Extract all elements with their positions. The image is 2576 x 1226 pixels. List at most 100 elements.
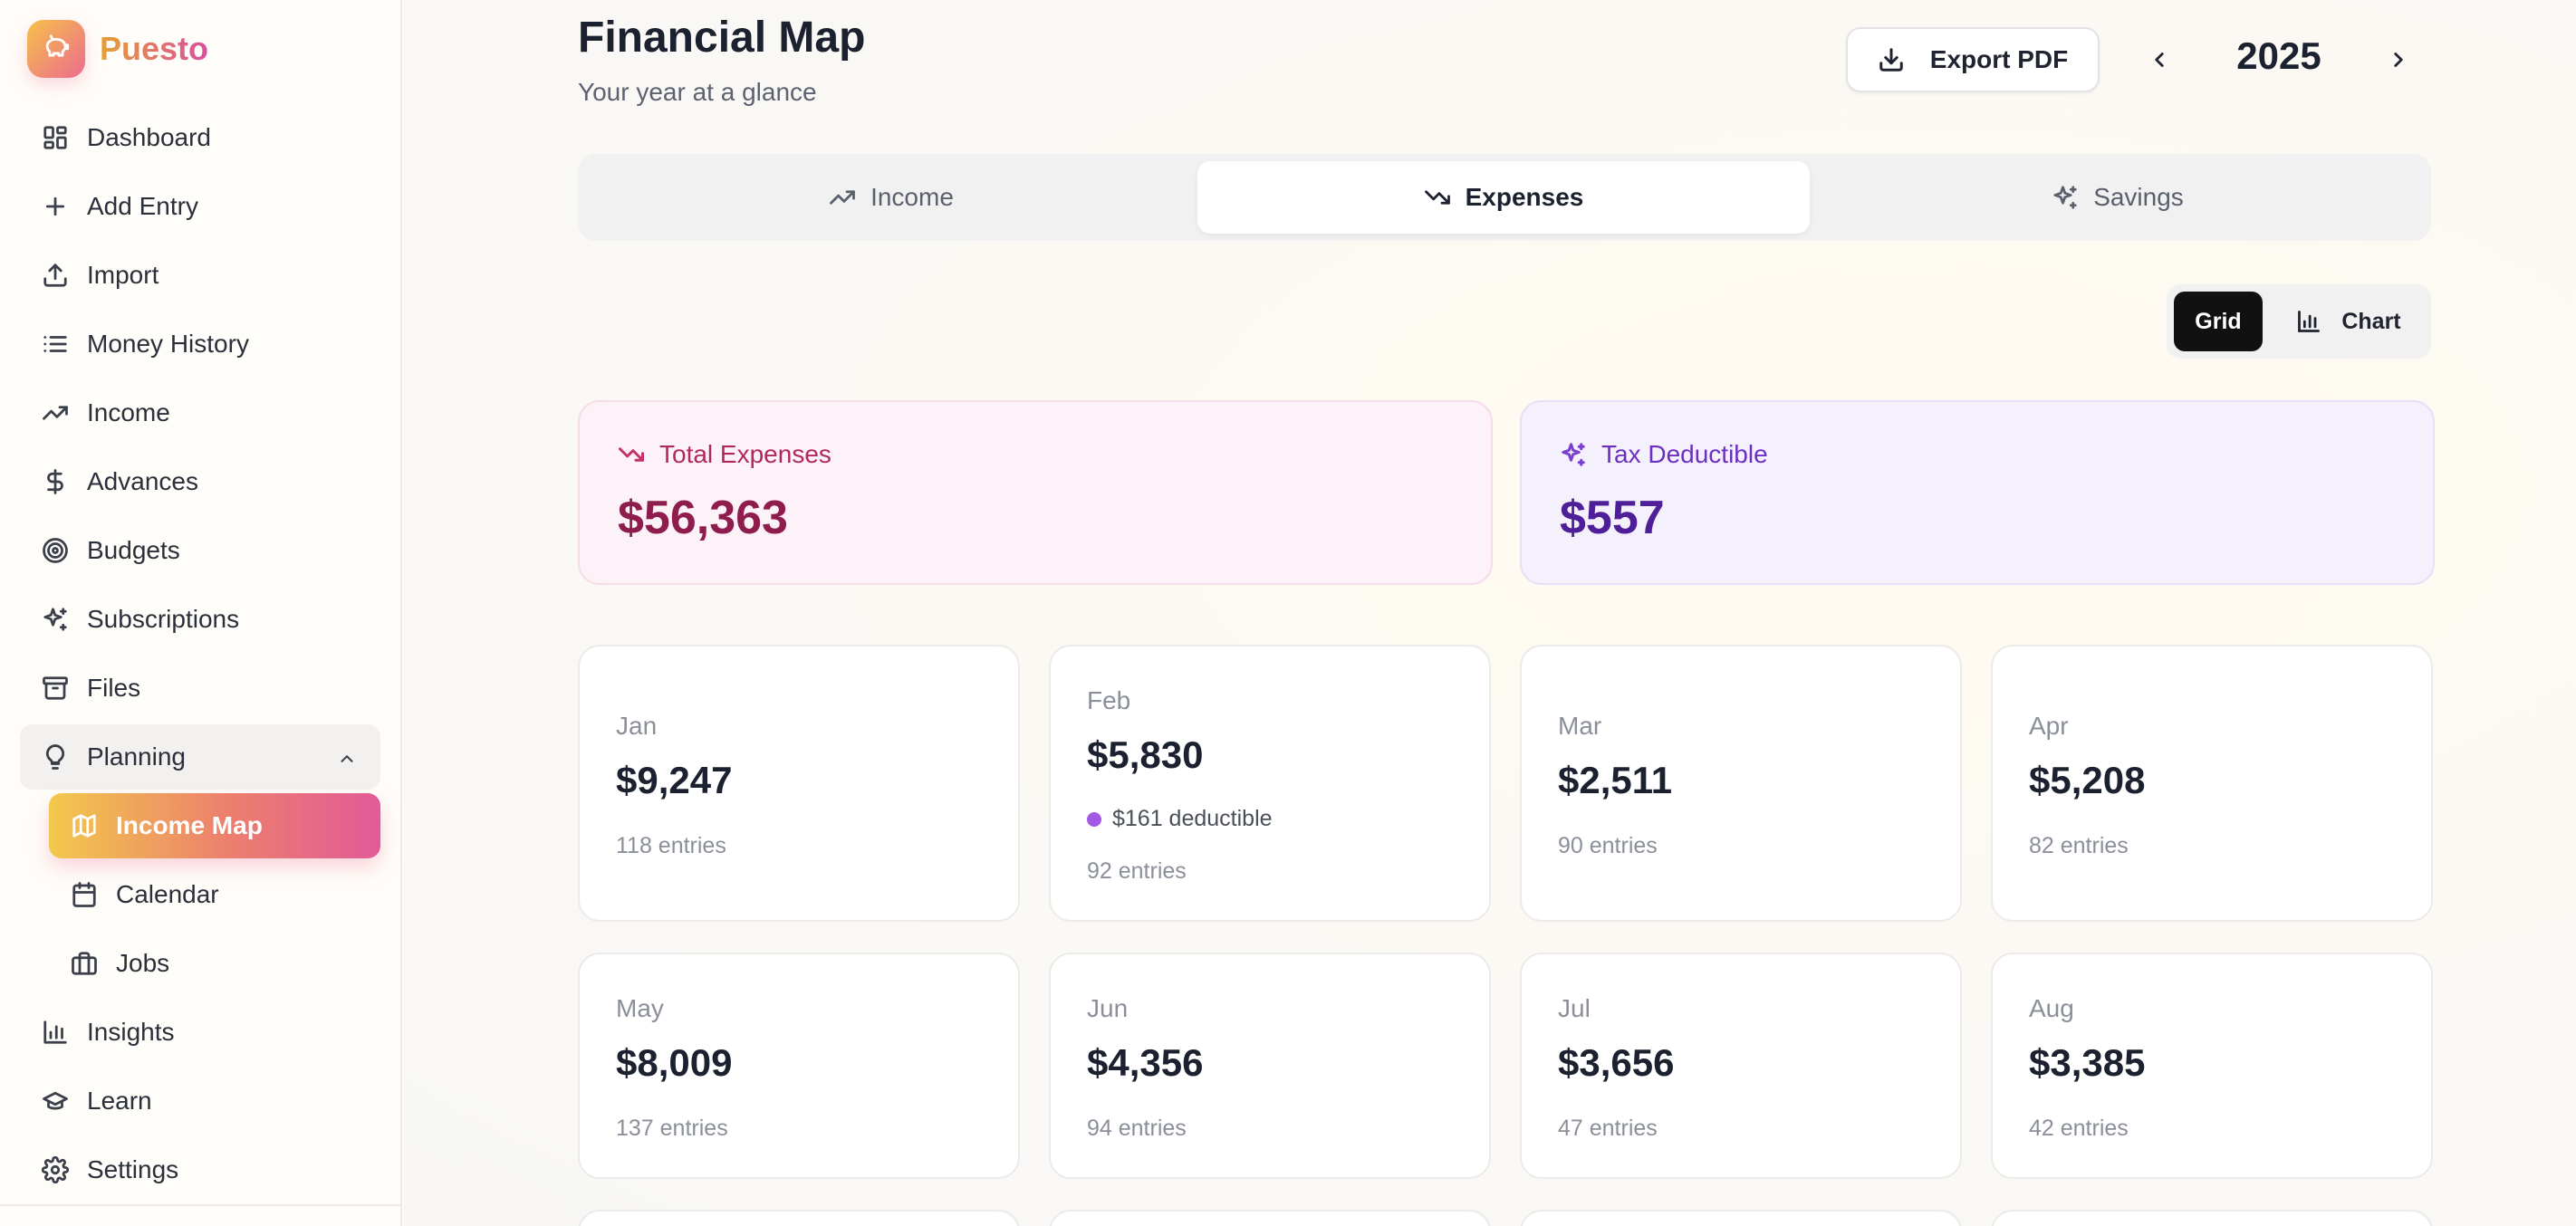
tax-deductible-value: $557 — [1560, 492, 1665, 544]
plus-icon — [42, 193, 69, 220]
total-expenses-card: Total Expenses $56,363 — [578, 400, 1493, 585]
download-icon — [1879, 48, 1903, 72]
tab-label: Savings — [2093, 183, 2184, 211]
sidebar-item-settings[interactable]: Settings — [20, 1137, 380, 1202]
trending-up-icon — [830, 190, 855, 205]
month-card-may[interactable]: May $8,009 137 entries — [578, 953, 1020, 1179]
sidebar-item-label: Add Entry — [87, 192, 198, 220]
sidebar-item-insights[interactable]: Insights — [20, 1000, 380, 1065]
bar-chart-icon — [2298, 311, 2321, 332]
month-name: Jun — [1087, 994, 1129, 1022]
piggy-bank-logo-icon — [27, 20, 85, 78]
sidebar-item-learn[interactable]: Learn — [20, 1068, 380, 1134]
sparkles-icon — [42, 606, 69, 633]
month-card-partial[interactable] — [1991, 1210, 2433, 1226]
sparkles-icon — [1562, 443, 1585, 466]
trending-down-icon — [619, 447, 644, 462]
month-entries: 82 entries — [2029, 833, 2129, 858]
sidebar-item-money-history[interactable]: Money History — [20, 311, 380, 377]
tax-deductible-label: Tax Deductible — [1601, 440, 1768, 468]
sidebar-item-import[interactable]: Import — [20, 243, 380, 308]
next-year-button[interactable] — [2380, 42, 2417, 78]
month-entries: 47 entries — [1558, 1116, 1658, 1141]
deductible-dot — [1087, 811, 1101, 827]
category-tabs: Income Expenses Savings — [578, 154, 2431, 241]
month-amount: $8,009 — [616, 1041, 733, 1084]
month-name: Jan — [616, 712, 658, 740]
sparkles-icon — [2053, 186, 2077, 209]
sidebar-item-label: Income — [87, 398, 170, 426]
brand[interactable]: Puesto — [27, 20, 208, 78]
trending-down-icon — [1424, 190, 1450, 205]
sidebar-item-label: Budgets — [87, 536, 180, 564]
bar-chart-icon — [42, 1019, 69, 1046]
month-card-feb[interactable]: Feb $5,830 $161 deductible 92 entries — [1049, 645, 1491, 922]
briefcase-icon — [71, 950, 98, 977]
month-entries: 90 entries — [1558, 833, 1658, 858]
sidebar-item-label: Calendar — [116, 880, 219, 908]
month-name: May — [616, 994, 664, 1022]
month-card-partial[interactable] — [1520, 1210, 1962, 1226]
sidebar-item-label: Learn — [87, 1087, 152, 1115]
tab-savings[interactable]: Savings — [1812, 161, 2424, 234]
previous-year-button[interactable] — [2141, 42, 2177, 78]
month-name: Apr — [2029, 712, 2069, 740]
sidebar-group-planning[interactable]: Planning — [20, 724, 380, 790]
month-entries: 118 entries — [616, 833, 726, 858]
sidebar-item-label: Subscriptions — [87, 605, 240, 633]
tab-income[interactable]: Income — [585, 161, 1197, 234]
month-amount: $4,356 — [1087, 1041, 1204, 1084]
sidebar-item-label: Settings — [87, 1155, 179, 1183]
sidebar-item-budgets[interactable]: Budgets — [20, 518, 380, 583]
month-card-jun[interactable]: Jun $4,356 94 entries — [1049, 953, 1491, 1179]
month-name: Jul — [1558, 994, 1591, 1022]
month-amount: $2,511 — [1558, 759, 1673, 801]
month-name: Feb — [1087, 686, 1131, 714]
month-amount: $9,247 — [616, 759, 733, 801]
sidebar-item-subscriptions[interactable]: Subscriptions — [20, 587, 380, 652]
sidebar-item-files[interactable]: Files — [20, 656, 380, 721]
sidebar-item-dashboard[interactable]: Dashboard — [20, 105, 380, 170]
target-icon — [42, 537, 69, 564]
month-card-jan[interactable]: Jan $9,247 118 entries — [578, 645, 1020, 922]
grid-view-button[interactable]: Grid — [2174, 292, 2263, 351]
sidebar-item-label: Dashboard — [87, 123, 211, 151]
month-card-partial[interactable] — [1049, 1210, 1491, 1226]
sidebar-item-add-entry[interactable]: Add Entry — [20, 174, 380, 239]
dollar-icon — [42, 468, 69, 495]
tab-expenses[interactable]: Expenses — [1197, 161, 1810, 234]
month-card-jul[interactable]: Jul $3,656 47 entries — [1520, 953, 1962, 1179]
view-toggle: Grid Chart — [2167, 284, 2431, 359]
tab-label: Expenses — [1465, 183, 1584, 211]
calendar-icon — [71, 881, 98, 908]
chevron-up-icon[interactable] — [337, 746, 357, 775]
month-card-mar[interactable]: Mar $2,511 90 entries — [1520, 645, 1962, 922]
page-subtitle: Your year at a glance — [578, 78, 817, 106]
sidebar-item-income-map[interactable]: Income Map — [49, 793, 380, 858]
month-entries: 42 entries — [2029, 1116, 2129, 1141]
month-card-apr[interactable]: Apr $5,208 82 entries — [1991, 645, 2433, 922]
upload-icon — [42, 262, 69, 289]
month-entries: 137 entries — [616, 1116, 728, 1141]
sidebar-nav: Dashboard Add Entry Import Money History… — [20, 105, 380, 1206]
sidebar-item-jobs[interactable]: Jobs — [49, 931, 380, 996]
sidebar-item-calendar[interactable]: Calendar — [49, 862, 380, 927]
lightbulb-icon — [42, 743, 69, 771]
month-card-aug[interactable]: Aug $3,385 42 entries — [1991, 953, 2433, 1179]
sidebar-item-advances[interactable]: Advances — [20, 449, 380, 514]
month-amount: $3,385 — [2029, 1041, 2146, 1084]
month-card-partial[interactable] — [578, 1210, 1020, 1226]
sidebar-item-label: Jobs — [116, 949, 170, 977]
chevron-right-icon — [2394, 53, 2403, 67]
total-expenses-label: Total Expenses — [659, 440, 831, 468]
export-pdf-button[interactable]: Export PDF — [1846, 27, 2100, 92]
map-icon — [71, 812, 98, 839]
chart-view-button[interactable]: Chart — [2273, 292, 2424, 351]
tab-label: Income — [870, 183, 954, 211]
list-icon — [42, 330, 69, 358]
month-name: Mar — [1558, 712, 1602, 740]
sidebar-item-label: Income Map — [116, 811, 263, 839]
sidebar-item-label: Money History — [87, 330, 249, 358]
sidebar-item-income[interactable]: Income — [20, 380, 380, 445]
sidebar: Puesto Dashboard Add Entry Import Money … — [0, 0, 402, 1226]
